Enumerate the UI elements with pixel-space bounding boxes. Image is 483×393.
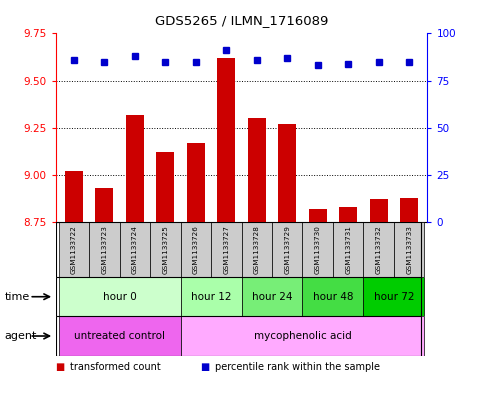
Text: GSM1133723: GSM1133723 — [101, 225, 107, 274]
Text: GSM1133731: GSM1133731 — [345, 225, 351, 274]
Bar — [65, 171, 83, 222]
Text: untreated control: untreated control — [74, 331, 165, 341]
Text: GSM1133733: GSM1133733 — [406, 225, 412, 274]
Bar — [58, 277, 181, 316]
Text: ■: ■ — [56, 362, 65, 373]
Bar — [302, 277, 363, 316]
Bar — [156, 152, 174, 222]
Bar — [242, 277, 302, 316]
Bar — [58, 316, 181, 356]
Text: GSM1133727: GSM1133727 — [223, 225, 229, 274]
Bar — [126, 114, 144, 222]
Bar — [394, 222, 425, 277]
Bar — [58, 222, 89, 277]
Bar — [150, 222, 181, 277]
Text: hour 24: hour 24 — [252, 292, 292, 302]
Bar — [186, 143, 205, 222]
Bar — [369, 199, 388, 222]
Bar — [95, 188, 114, 222]
Text: hour 48: hour 48 — [313, 292, 353, 302]
Text: GSM1133732: GSM1133732 — [376, 225, 382, 274]
Text: agent: agent — [5, 331, 37, 341]
Text: GSM1133722: GSM1133722 — [71, 225, 77, 274]
Bar — [333, 222, 363, 277]
Text: GSM1133728: GSM1133728 — [254, 225, 260, 274]
Text: GSM1133724: GSM1133724 — [132, 225, 138, 274]
Text: time: time — [5, 292, 30, 302]
Text: mycophenolic acid: mycophenolic acid — [254, 331, 351, 341]
Bar — [181, 222, 211, 277]
Text: hour 72: hour 72 — [374, 292, 414, 302]
Text: hour 12: hour 12 — [191, 292, 231, 302]
Bar — [339, 207, 357, 222]
Bar — [181, 316, 425, 356]
Bar — [181, 277, 242, 316]
Bar — [211, 222, 242, 277]
Bar — [248, 118, 266, 222]
Text: hour 0: hour 0 — [103, 292, 136, 302]
Bar — [89, 222, 120, 277]
Bar — [400, 198, 418, 222]
Bar — [217, 58, 235, 222]
Bar — [278, 124, 297, 222]
Bar — [120, 222, 150, 277]
Text: GSM1133726: GSM1133726 — [193, 225, 199, 274]
Text: GSM1133730: GSM1133730 — [315, 225, 321, 274]
Text: percentile rank within the sample: percentile rank within the sample — [215, 362, 380, 373]
Text: GDS5265 / ILMN_1716089: GDS5265 / ILMN_1716089 — [155, 14, 328, 27]
Text: GSM1133729: GSM1133729 — [284, 225, 290, 274]
Bar — [272, 222, 302, 277]
Text: transformed count: transformed count — [70, 362, 161, 373]
Bar — [302, 222, 333, 277]
Bar — [363, 277, 425, 316]
Text: GSM1133725: GSM1133725 — [162, 225, 168, 274]
Bar — [309, 209, 327, 222]
Bar — [363, 222, 394, 277]
Bar — [242, 222, 272, 277]
Text: ■: ■ — [200, 362, 210, 373]
